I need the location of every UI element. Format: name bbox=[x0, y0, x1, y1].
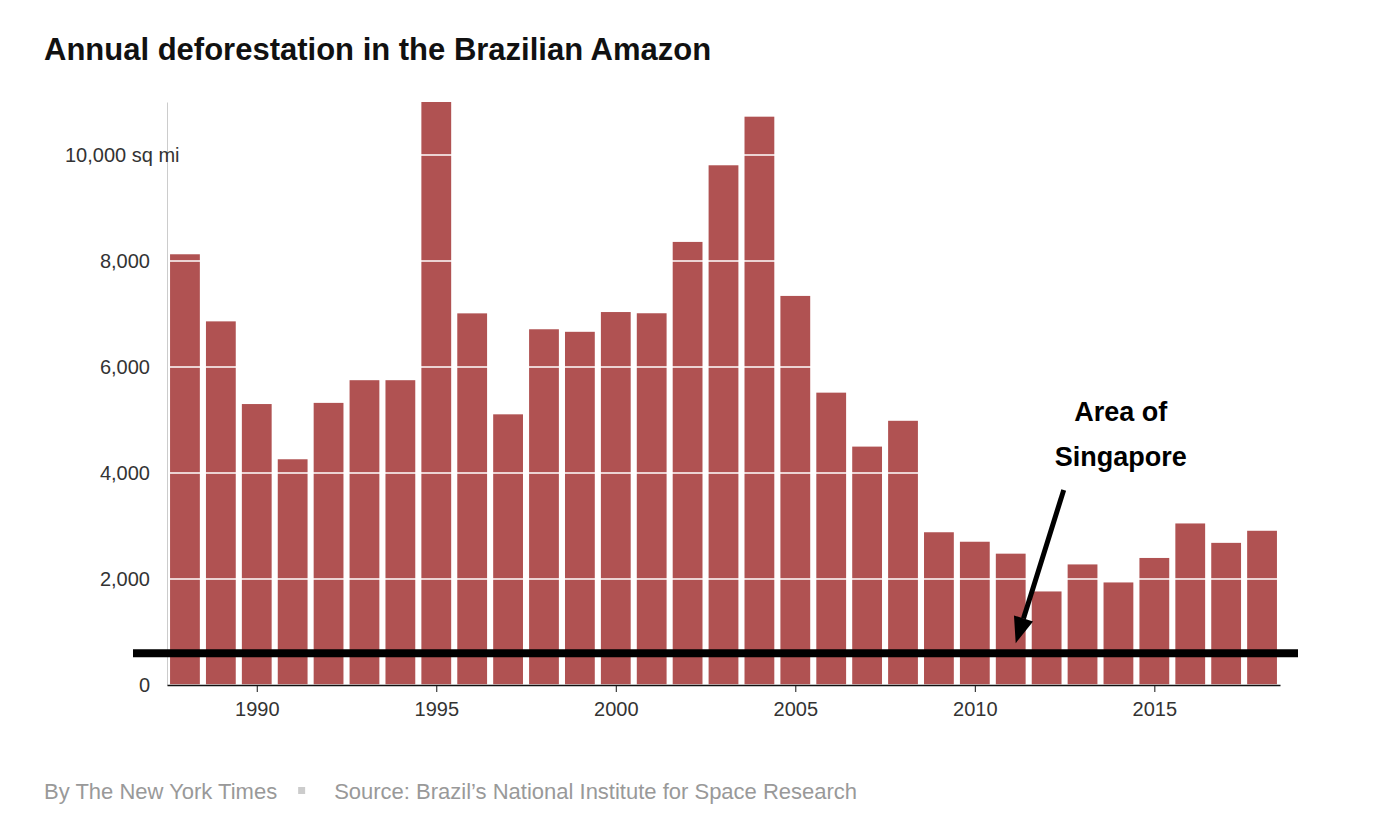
y-tick: 8,000 bbox=[100, 250, 167, 272]
y-tick-label: 6,000 bbox=[100, 356, 150, 378]
y-tick-label: 10,000 sq mi bbox=[65, 144, 180, 166]
bar bbox=[1139, 558, 1169, 685]
bar bbox=[242, 404, 272, 685]
x-tick-mark bbox=[975, 685, 976, 692]
bar bbox=[206, 321, 236, 685]
plot-area bbox=[167, 102, 1280, 685]
y-tick: 4,000 bbox=[100, 462, 167, 484]
bar bbox=[1175, 523, 1205, 685]
bar bbox=[1211, 543, 1241, 685]
x-tick-label: 2005 bbox=[774, 698, 819, 720]
bar bbox=[780, 296, 810, 685]
bar bbox=[673, 242, 703, 685]
x-tick-mark bbox=[795, 685, 796, 692]
grid-line bbox=[167, 366, 1280, 368]
bar bbox=[924, 532, 954, 685]
bar bbox=[170, 254, 200, 685]
source: Source: Brazil’s National Institute for … bbox=[334, 779, 857, 804]
grid-line bbox=[167, 578, 1280, 580]
y-tick: 0 bbox=[139, 674, 167, 696]
bar bbox=[601, 312, 631, 685]
bar bbox=[385, 380, 415, 685]
y-axis: 0 2,000 4,000 6,000 8,000 10,000 sq mi bbox=[65, 103, 180, 696]
bar bbox=[816, 393, 846, 685]
x-tick-mark bbox=[436, 685, 437, 692]
x-tick-label: 2015 bbox=[1133, 698, 1178, 720]
y-tick-label: 0 bbox=[139, 674, 150, 696]
x-axis-line bbox=[168, 685, 1281, 687]
x-tick: 2015 bbox=[1133, 685, 1178, 720]
y-axis-line bbox=[167, 103, 168, 686]
reference-line bbox=[133, 649, 1298, 657]
bar bbox=[1247, 531, 1277, 685]
grid-line bbox=[167, 684, 1280, 685]
bar bbox=[745, 117, 775, 685]
bar bbox=[421, 102, 451, 685]
x-tick: 1990 bbox=[235, 685, 280, 720]
annotation-arrowhead bbox=[1014, 615, 1033, 643]
y-tick-label: 8,000 bbox=[100, 250, 150, 272]
annotation-text: Singapore bbox=[1055, 442, 1187, 472]
bar bbox=[1104, 582, 1134, 685]
x-tick: 2005 bbox=[774, 685, 819, 720]
bar bbox=[888, 421, 918, 685]
y-tick-label: 4,000 bbox=[100, 462, 150, 484]
x-axis: 1990 1995 2000 2005 2010 2015 bbox=[168, 685, 1281, 720]
footer: By The New York Times bbox=[44, 779, 277, 804]
bar bbox=[1032, 591, 1062, 685]
bar bbox=[457, 313, 487, 685]
bar bbox=[1068, 564, 1098, 685]
bar bbox=[709, 165, 739, 685]
y-tick: 6,000 bbox=[100, 356, 167, 378]
x-tick-label: 2000 bbox=[594, 698, 639, 720]
bar bbox=[637, 313, 667, 685]
chart: Annual deforestation in the Brazilian Am… bbox=[0, 0, 1373, 830]
y-tick: 10,000 sq mi bbox=[65, 144, 180, 166]
x-tick-mark bbox=[257, 685, 258, 692]
bar bbox=[314, 403, 344, 685]
x-tick: 1995 bbox=[415, 685, 460, 720]
x-tick-label: 1990 bbox=[235, 698, 280, 720]
annotation-text: Area of bbox=[1074, 397, 1168, 427]
title: Annual deforestation in the Brazilian Am… bbox=[44, 32, 711, 67]
grid-line bbox=[167, 260, 1280, 262]
grid-line bbox=[167, 154, 1280, 156]
annotation-arrow bbox=[1023, 490, 1063, 618]
x-tick: 2000 bbox=[594, 685, 639, 720]
x-tick: 2010 bbox=[953, 685, 998, 720]
bar bbox=[529, 329, 559, 685]
separator bbox=[298, 787, 305, 794]
byline: By The New York Times bbox=[44, 779, 277, 804]
y-tick-label: 2,000 bbox=[100, 568, 150, 590]
x-tick-label: 1995 bbox=[415, 698, 460, 720]
x-tick-mark bbox=[1154, 685, 1155, 692]
grid-line bbox=[167, 472, 1280, 474]
x-tick-mark bbox=[616, 685, 617, 692]
bar bbox=[565, 332, 595, 685]
bar bbox=[960, 542, 990, 685]
bar bbox=[350, 380, 380, 685]
x-tick-label: 2010 bbox=[953, 698, 998, 720]
y-tick: 2,000 bbox=[100, 568, 167, 590]
bar bbox=[493, 414, 523, 685]
